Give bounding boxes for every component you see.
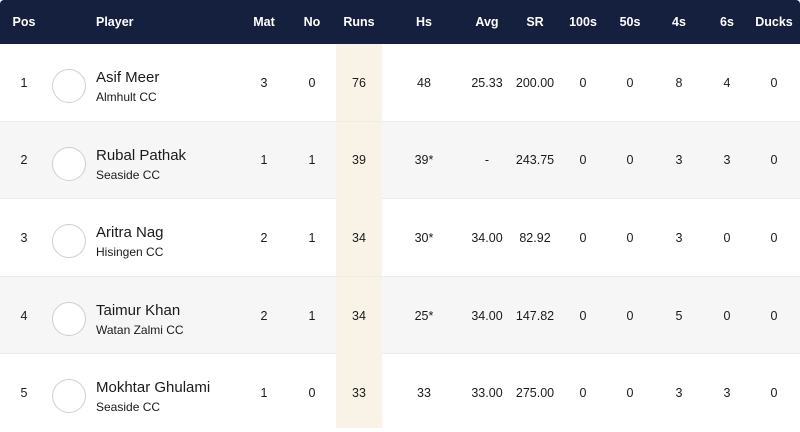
avg-cell: - — [484, 153, 490, 168]
avg-cell: 25.33 — [471, 75, 503, 90]
header-avg[interactable]: Avg — [475, 15, 499, 29]
pos-cell: 4 — [20, 308, 28, 323]
sr-cell: 275.00 — [515, 386, 555, 401]
sr-cell: 200.00 — [515, 75, 555, 90]
hs-cell: 33 — [417, 386, 431, 401]
header-4s[interactable]: 4s — [672, 15, 686, 29]
table-row[interactable]: 1 Asif Meer Almhult CC 3 0 76 48 25.33 2… — [0, 44, 800, 122]
header-runs[interactable]: Runs — [343, 15, 375, 29]
no-cell: 0 — [308, 386, 316, 401]
player-avatar — [52, 301, 86, 336]
player-name[interactable]: Taimur Khan — [96, 301, 181, 319]
runs-cell: 33 — [352, 386, 366, 401]
header-6s[interactable]: 6s — [720, 15, 734, 29]
player-team: Hisingen CC — [96, 245, 164, 260]
hs-cell: 39* — [414, 153, 434, 168]
ducks-cell: 0 — [770, 230, 778, 245]
sixes-cell: 4 — [723, 75, 731, 90]
fours-cell: 3 — [675, 153, 683, 168]
avg-cell: 34.00 — [471, 308, 503, 323]
table-row[interactable]: 4 Taimur Khan Watan Zalmi CC 2 1 34 25* … — [0, 276, 800, 355]
table-header: Pos Player Mat No Runs Hs Avg SR 100s 50… — [0, 0, 800, 44]
header-ducks[interactable]: Ducks — [755, 15, 793, 29]
ducks-cell: 0 — [770, 308, 778, 323]
table-row[interactable]: 2 Rubal Pathak Seaside CC 1 1 39 39* - 2… — [0, 121, 800, 200]
player-avatar — [52, 379, 86, 414]
fours-cell: 3 — [675, 230, 683, 245]
runs-column-highlight — [336, 44, 382, 428]
hundreds-cell: 0 — [579, 386, 587, 401]
hundreds-cell: 0 — [579, 230, 587, 245]
sr-cell: 82.92 — [519, 230, 551, 245]
no-cell: 1 — [308, 153, 316, 168]
player-avatar — [52, 224, 86, 259]
ducks-cell: 0 — [770, 153, 778, 168]
avg-cell: 34.00 — [471, 230, 503, 245]
pos-cell: 1 — [20, 75, 28, 90]
runs-cell: 34 — [336, 276, 382, 355]
header-sr[interactable]: SR — [526, 15, 544, 29]
player-avatar — [52, 146, 86, 181]
fifties-cell: 0 — [626, 75, 634, 90]
player-team: Seaside CC — [96, 400, 161, 415]
player-name[interactable]: Aritra Nag — [96, 224, 164, 242]
sixes-cell: 0 — [723, 230, 731, 245]
fours-cell: 5 — [675, 308, 683, 323]
hs-cell: 25* — [414, 308, 434, 323]
fours-cell: 3 — [675, 386, 683, 401]
sr-cell: 147.82 — [515, 308, 555, 323]
mat-cell: 2 — [260, 308, 268, 323]
header-pos[interactable]: Pos — [12, 15, 36, 29]
sixes-cell: 3 — [723, 153, 731, 168]
pos-cell: 5 — [20, 386, 28, 401]
sr-cell: 243.75 — [515, 153, 555, 168]
player-name[interactable]: Rubal Pathak — [96, 146, 187, 164]
player-avatar — [52, 69, 86, 103]
header-50s[interactable]: 50s — [619, 15, 641, 29]
no-cell: 1 — [308, 230, 316, 245]
header-no[interactable]: No — [303, 15, 321, 29]
player-team: Seaside CC — [96, 167, 161, 182]
hundreds-cell: 0 — [579, 308, 587, 323]
ducks-cell: 0 — [770, 75, 778, 90]
fours-cell: 8 — [675, 75, 683, 90]
runs-cell: 34 — [352, 230, 366, 245]
no-cell: 1 — [308, 308, 316, 323]
pos-cell: 2 — [20, 153, 28, 168]
player-team: Watan Zalmi CC — [96, 322, 184, 337]
player-team: Almhult CC — [96, 90, 157, 104]
player-name[interactable]: Mokhtar Ghulami — [96, 379, 211, 397]
avg-cell: 33.00 — [471, 386, 503, 401]
hundreds-cell: 0 — [579, 153, 587, 168]
ducks-cell: 0 — [770, 386, 778, 401]
fifties-cell: 0 — [626, 153, 634, 168]
mat-cell: 3 — [260, 75, 268, 90]
table-row[interactable]: 3 Aritra Nag Hisingen CC 2 1 34 30* 34.0… — [0, 199, 800, 277]
header-hs[interactable]: Hs — [416, 15, 432, 29]
hs-cell: 48 — [417, 75, 431, 90]
header-mat[interactable]: Mat — [253, 15, 275, 29]
no-cell: 0 — [308, 75, 316, 90]
runs-cell: 39 — [336, 121, 382, 200]
runs-cell: 76 — [352, 75, 366, 90]
pos-cell: 3 — [20, 230, 28, 245]
mat-cell: 2 — [260, 230, 268, 245]
header-100s[interactable]: 100s — [569, 15, 597, 29]
mat-cell: 1 — [260, 386, 268, 401]
hundreds-cell: 0 — [579, 75, 587, 90]
mat-cell: 1 — [260, 153, 268, 168]
header-player[interactable]: Player — [96, 15, 134, 29]
sixes-cell: 3 — [723, 386, 731, 401]
fifties-cell: 0 — [626, 230, 634, 245]
fifties-cell: 0 — [626, 386, 634, 401]
hs-cell: 30* — [414, 230, 434, 245]
table-row[interactable]: 5 Mokhtar Ghulami Seaside CC 1 0 33 33 3… — [0, 354, 800, 432]
sixes-cell: 0 — [723, 308, 731, 323]
player-name[interactable]: Asif Meer — [96, 69, 160, 86]
fifties-cell: 0 — [626, 308, 634, 323]
